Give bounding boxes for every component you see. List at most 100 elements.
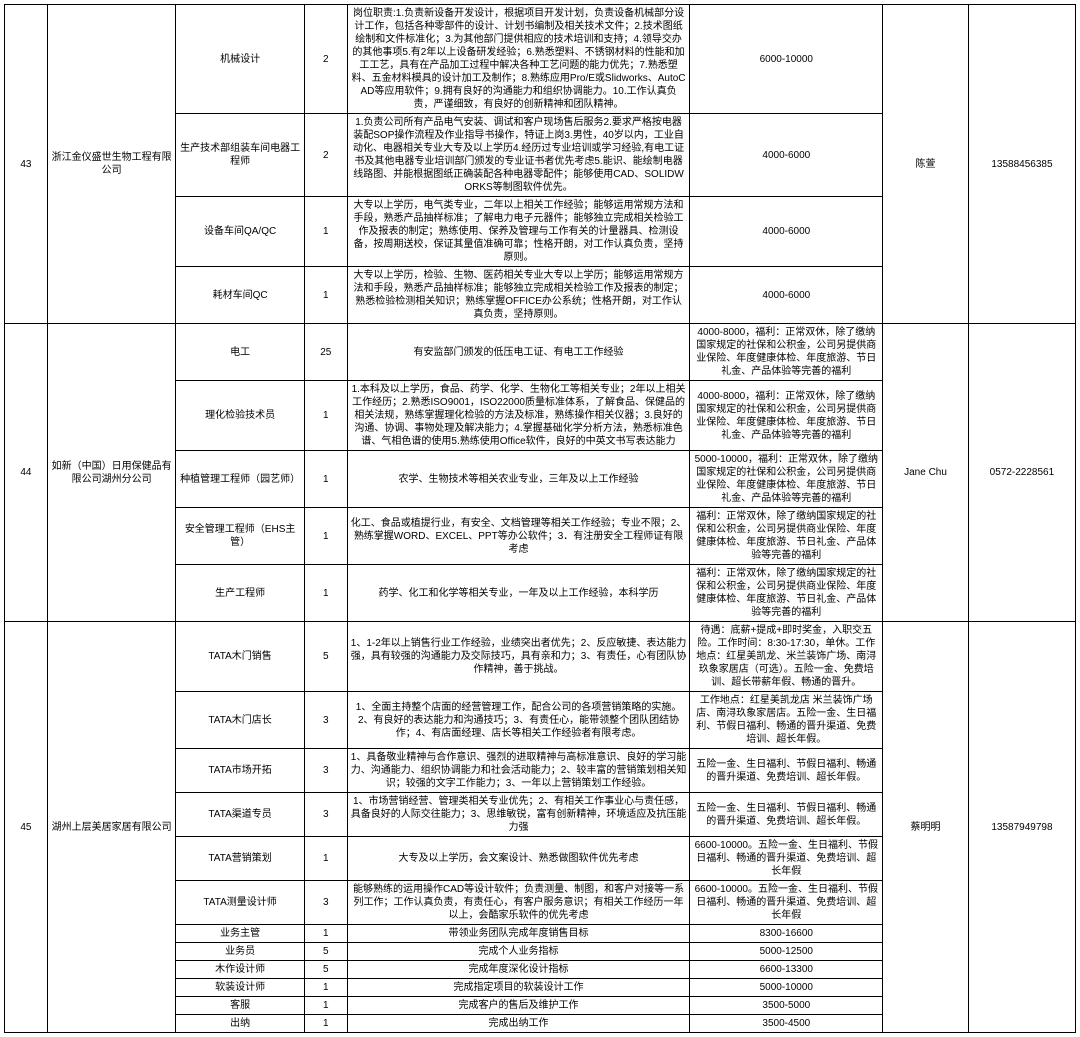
position-desc: 大专及以上学历，会文案设计、熟悉做图软件优先考虑: [347, 837, 690, 881]
position-desc: 1、具备敬业精神与合作意识、强烈的进取精神与高标准意识、良好的学习能力、沟通能力…: [347, 749, 690, 793]
position-desc: 1、市场营销经营、管理类相关专业优先；2、有相关工作事业心与责任感，具备良好的人…: [347, 793, 690, 837]
position-count: 5: [304, 961, 347, 979]
position-desc: 完成年度深化设计指标: [347, 961, 690, 979]
position-count: 5: [304, 943, 347, 961]
position-salary: 6600-13300: [690, 961, 883, 979]
company-name: 如新（中国）日用保健品有限公司湖州分公司: [47, 324, 176, 622]
position-salary: 待遇：底薪+提成+即时奖金，入职交五险。工作时间：8:30-17:30，单休。工…: [690, 622, 883, 692]
position-salary: 工作地点：红星美凯龙店 米兰装饰广场店、南浔玖象家居店。五险一金、生日福利、节假…: [690, 692, 883, 749]
position-count: 1: [304, 197, 347, 267]
position-count: 1: [304, 381, 347, 451]
contact-name: 陈萱: [883, 5, 969, 324]
position-name: 生产工程师: [176, 565, 305, 622]
company-index: 43: [5, 5, 48, 324]
position-name: 理化检验技术员: [176, 381, 305, 451]
position-salary: 5000-12500: [690, 943, 883, 961]
position-name: TATA渠道专员: [176, 793, 305, 837]
position-desc: 完成出纳工作: [347, 1015, 690, 1033]
position-name: 耗材车间QC: [176, 267, 305, 324]
position-count: 3: [304, 749, 347, 793]
position-desc: 完成个人业务指标: [347, 943, 690, 961]
position-count: 3: [304, 881, 347, 925]
position-count: 1: [304, 837, 347, 881]
position-name: TATA木门店长: [176, 692, 305, 749]
position-name: TATA测量设计师: [176, 881, 305, 925]
position-desc: 带领业务团队完成年度销售目标: [347, 925, 690, 943]
contact-phone: 13587949798: [968, 622, 1075, 1033]
position-desc: 有安监部门颁发的低压电工证、有电工工作经验: [347, 324, 690, 381]
position-desc: 1、全面主持整个店面的经营管理工作，配合公司的各项营销策略的实施。2、有良好的表…: [347, 692, 690, 749]
position-desc: 大专以上学历，电气类专业，二年以上相关工作经验；能够运用常规方法和手段，熟悉产品…: [347, 197, 690, 267]
position-name: TATA木门销售: [176, 622, 305, 692]
position-desc: 完成客户的售后及维护工作: [347, 997, 690, 1015]
company-name: 浙江金仪盛世生物工程有限公司: [47, 5, 176, 324]
position-desc: 岗位职责:1.负责新设备开发设计，根据项目开发计划，负责设备机械部分设计工作，包…: [347, 5, 690, 114]
position-salary: 4000-8000，福利：正常双休，除了缴纳国家规定的社保和公积金，公司另提供商…: [690, 381, 883, 451]
contact-name: Jane Chu: [883, 324, 969, 622]
position-salary: 五险一金、生日福利、节假日福利、畅通的晋升渠道、免费培训、超长年假。: [690, 749, 883, 793]
position-count: 1: [304, 997, 347, 1015]
position-count: 5: [304, 622, 347, 692]
position-desc: 能够熟练的运用操作CAD等设计软件；负责测量、制图，和客户对接等一系列工作；工作…: [347, 881, 690, 925]
position-salary: 4000-6000: [690, 114, 883, 197]
position-salary: 五险一金、生日福利、节假日福利、畅通的晋升渠道、免费培训、超长年假。: [690, 793, 883, 837]
position-count: 2: [304, 114, 347, 197]
position-salary: 8300-16600: [690, 925, 883, 943]
position-count: 1: [304, 1015, 347, 1033]
position-count: 25: [304, 324, 347, 381]
table-row: 43浙江金仪盛世生物工程有限公司机械设计2岗位职责:1.负责新设备开发设计，根据…: [5, 5, 1076, 114]
contact-name: 蔡明明: [883, 622, 969, 1033]
company-index: 44: [5, 324, 48, 622]
position-desc: 1.本科及以上学历，食品、药学、化学、生物化工等相关专业；2年以上相关工作经历；…: [347, 381, 690, 451]
position-desc: 1.负责公司所有产品电气安装、调试和客户现场售后服务2.要求严格按电器装配SOP…: [347, 114, 690, 197]
position-salary: 4000-8000，福利：正常双休，除了缴纳国家规定的社保和公积金，公司另提供商…: [690, 324, 883, 381]
position-name: 种植管理工程师（园艺师）: [176, 451, 305, 508]
position-name: 电工: [176, 324, 305, 381]
position-name: 机械设计: [176, 5, 305, 114]
position-desc: 1、1-2年以上销售行业工作经验，业绩突出者优先；2、反应敏捷、表达能力强，具有…: [347, 622, 690, 692]
position-name: 木作设计师: [176, 961, 305, 979]
position-salary: 3500-4500: [690, 1015, 883, 1033]
position-salary: 3500-5000: [690, 997, 883, 1015]
position-salary: 5000-10000，福利：正常双休，除了缴纳国家规定的社保和公积金，公司另提供…: [690, 451, 883, 508]
position-salary: 6600-10000。五险一金、生日福利、节假日福利、畅通的晋升渠道、免费培训、…: [690, 837, 883, 881]
position-name: 安全管理工程师（EHS主管）: [176, 508, 305, 565]
position-salary: 5000-10000: [690, 979, 883, 997]
table-row: 45湖州上层美居家居有限公司TATA木门销售51、1-2年以上销售行业工作经验，…: [5, 622, 1076, 692]
position-salary: 4000-6000: [690, 197, 883, 267]
position-salary: 6000-10000: [690, 5, 883, 114]
company-index: 45: [5, 622, 48, 1033]
position-count: 1: [304, 451, 347, 508]
position-salary: 福利：正常双休，除了缴纳国家规定的社保和公积金，公司另提供商业保险、年度健康体检…: [690, 508, 883, 565]
position-count: 1: [304, 267, 347, 324]
contact-phone: 0572-2228561: [968, 324, 1075, 622]
position-name: 业务员: [176, 943, 305, 961]
position-desc: 化工、食品或植提行业，有安全、文档管理等相关工作经验；专业不限；2、熟练掌握WO…: [347, 508, 690, 565]
contact-phone: 13588456385: [968, 5, 1075, 324]
position-name: 生产技术部组装车间电器工程师: [176, 114, 305, 197]
position-desc: 完成指定项目的软装设计工作: [347, 979, 690, 997]
position-count: 1: [304, 565, 347, 622]
position-name: 业务主管: [176, 925, 305, 943]
position-name: 出纳: [176, 1015, 305, 1033]
position-count: 1: [304, 508, 347, 565]
position-desc: 药学、化工和化学等相关专业，一年及以上工作经验，本科学历: [347, 565, 690, 622]
position-count: 2: [304, 5, 347, 114]
position-name: TATA营销策划: [176, 837, 305, 881]
position-name: 设备车间QA/QC: [176, 197, 305, 267]
table-row: 44如新（中国）日用保健品有限公司湖州分公司电工25有安监部门颁发的低压电工证、…: [5, 324, 1076, 381]
position-count: 3: [304, 793, 347, 837]
job-listing-table: 43浙江金仪盛世生物工程有限公司机械设计2岗位职责:1.负责新设备开发设计，根据…: [4, 4, 1076, 1033]
company-name: 湖州上层美居家居有限公司: [47, 622, 176, 1033]
position-name: 软装设计师: [176, 979, 305, 997]
position-salary: 4000-6000: [690, 267, 883, 324]
position-count: 3: [304, 692, 347, 749]
position-count: 1: [304, 979, 347, 997]
position-salary: 6600-10000。五险一金、生日福利、节假日福利、畅通的晋升渠道、免费培训、…: [690, 881, 883, 925]
position-name: TATA市场开拓: [176, 749, 305, 793]
position-desc: 大专以上学历，检验、生物、医药相关专业大专以上学历；能够运用常规方法和手段，熟悉…: [347, 267, 690, 324]
position-name: 客服: [176, 997, 305, 1015]
position-salary: 福利：正常双休，除了缴纳国家规定的社保和公积金，公司另提供商业保险、年度健康体检…: [690, 565, 883, 622]
position-desc: 农学、生物技术等相关农业专业，三年及以上工作经验: [347, 451, 690, 508]
position-count: 1: [304, 925, 347, 943]
